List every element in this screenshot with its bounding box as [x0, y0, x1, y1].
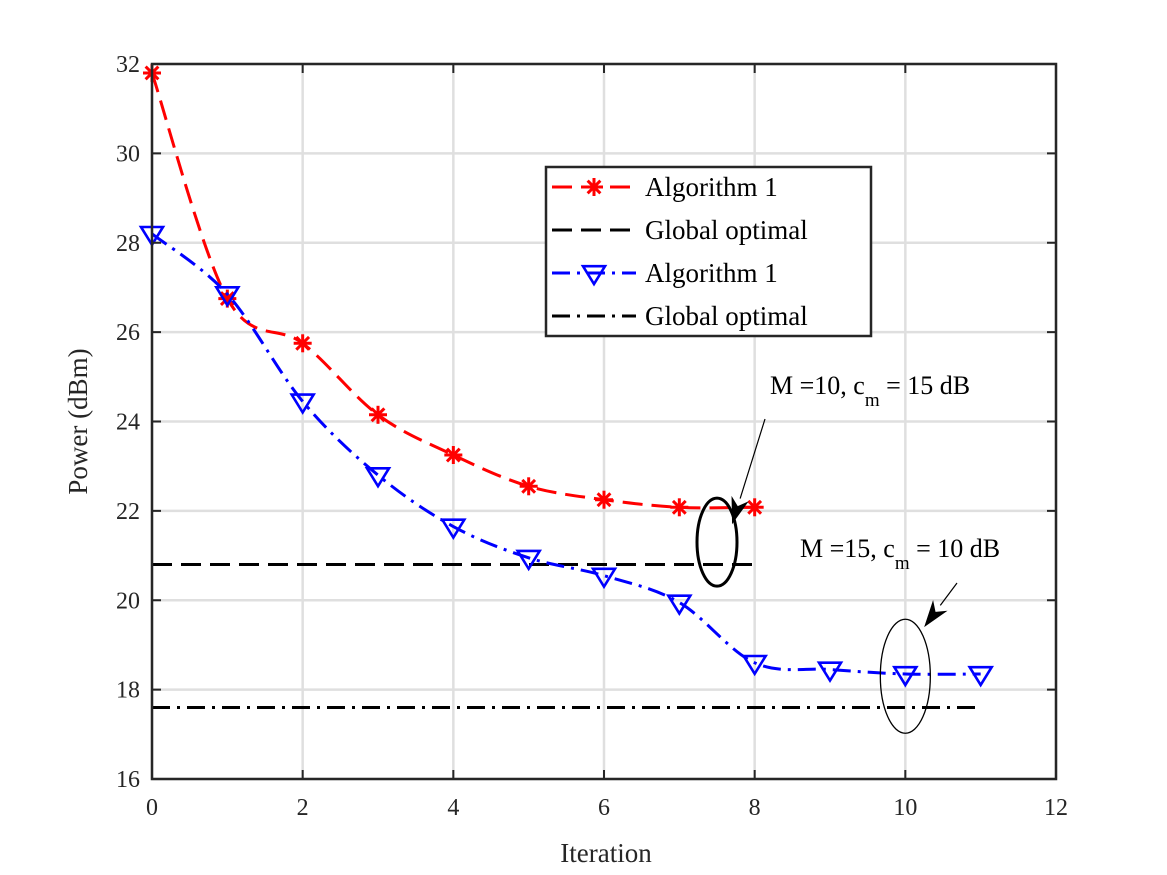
y-tick-label: 20: [116, 588, 140, 614]
legend-label: Global optimal: [645, 301, 808, 331]
legend: Algorithm 1 Global optimal Algorithm 1 Glob…: [544, 165, 873, 338]
y-tick-label: 30: [116, 141, 140, 167]
triangle-shape: [741, 654, 768, 677]
data-point: [666, 594, 693, 616]
data-point: [741, 654, 768, 677]
data-point: [519, 477, 538, 496]
triangle-shape: [580, 264, 608, 287]
triangle-shape: [289, 393, 316, 415]
annotation-0: M =10, cm = 15 dB: [695, 371, 970, 588]
y-tick-label: 28: [116, 231, 140, 257]
series: [138, 63, 994, 709]
y-tick-label: 26: [116, 320, 140, 346]
annotation-arrow-head: [924, 600, 948, 628]
asterisk-stroke: [596, 492, 612, 508]
series-line: [151, 232, 981, 676]
annotation-1: M =15, cm = 10 dB: [800, 534, 1000, 734]
legend-entry-0: Algorithm 1: [552, 172, 778, 202]
annotations: M =10, cm = 15 dBM =15, cm = 10 dB: [695, 371, 1000, 734]
data-point: [293, 334, 312, 353]
legend-entry-2: Algorithm 1: [552, 258, 778, 288]
data-point: [816, 661, 844, 683]
data-point: [440, 518, 467, 540]
triangle-shape: [666, 594, 693, 616]
y-tick-label: 18: [116, 678, 140, 704]
data-point: [670, 498, 689, 517]
x-tick-label: 0: [146, 795, 158, 821]
annotation-arrow-shaft: [939, 582, 958, 606]
data-point: [590, 567, 618, 590]
triangle-shape: [967, 665, 994, 688]
annotation-subscript: m: [895, 553, 910, 574]
asterisk-stroke: [671, 499, 687, 515]
data-point: [515, 549, 542, 572]
data-point: [364, 467, 392, 489]
legend-label: Algorithm 1: [645, 172, 778, 202]
annotation-label: M =15, cm = 10 dB: [800, 534, 1000, 574]
data-point: [444, 446, 463, 465]
data-point: [595, 490, 613, 509]
annotation-subscript: m: [865, 390, 880, 411]
annotation-arrow-head: [731, 495, 749, 525]
annotation-ellipse: [879, 618, 931, 734]
annotation-arrow-shaft: [739, 418, 766, 499]
data-point: [967, 665, 994, 688]
y-tick-label: 32: [116, 52, 140, 78]
x-axis-label: Iteration: [560, 838, 652, 868]
y-tick-label: 24: [116, 410, 140, 436]
series-0: [143, 63, 764, 517]
triangle-shape: [515, 549, 542, 572]
data-point: [289, 393, 316, 415]
legend-entry-1: Global optimal: [552, 215, 808, 245]
triangle-shape: [440, 518, 467, 540]
axes: 0 2 4 6 8 10 12161820222426283032IterationPowe…: [63, 52, 1068, 868]
data-point: [745, 498, 764, 517]
legend-label: Global optimal: [645, 215, 808, 245]
legend-box: [544, 165, 873, 338]
x-tick-label: 4: [447, 795, 459, 821]
asterisk-stroke: [219, 291, 235, 307]
x-tick-label: 2: [297, 795, 309, 821]
series-2: [138, 225, 994, 688]
triangle-shape: [214, 286, 241, 308]
annotation-tail-text: = 15 dB: [880, 371, 971, 400]
data-point: [892, 665, 919, 688]
x-tick-label: 6: [598, 795, 610, 821]
triangle-shape: [892, 665, 919, 688]
legend-marker: [585, 178, 603, 196]
annotation-label: M =10, cm = 15 dB: [770, 371, 970, 411]
y-axis-label: Power (dBm): [63, 348, 93, 494]
y-tick-label: 22: [116, 499, 140, 525]
annotation-ellipse: [695, 496, 739, 588]
triangle-shape: [364, 467, 392, 489]
legend-marker: [580, 264, 608, 287]
x-tick-label: 12: [1044, 795, 1068, 821]
triangle-shape: [816, 661, 844, 683]
asterisk-stroke: [586, 179, 602, 195]
x-tick-label: 8: [749, 795, 761, 821]
x-tick-label: 10: [893, 795, 917, 821]
legend-entry-3: Global optimal: [552, 301, 808, 331]
data-point: [369, 405, 387, 424]
data-point: [214, 286, 241, 308]
legend-label: Algorithm 1: [645, 258, 778, 288]
annotation-main-text: M =10, c: [770, 371, 865, 400]
annotation-main-text: M =15, c: [800, 534, 895, 563]
asterisk-stroke: [370, 407, 386, 423]
asterisk-stroke: [521, 478, 537, 494]
asterisk-stroke: [295, 335, 311, 351]
triangle-shape: [590, 567, 618, 590]
annotation-tail-text: = 10 dB: [910, 534, 1001, 563]
asterisk-stroke: [747, 499, 763, 515]
asterisk-stroke: [445, 447, 461, 463]
y-tick-label: 16: [116, 767, 140, 793]
